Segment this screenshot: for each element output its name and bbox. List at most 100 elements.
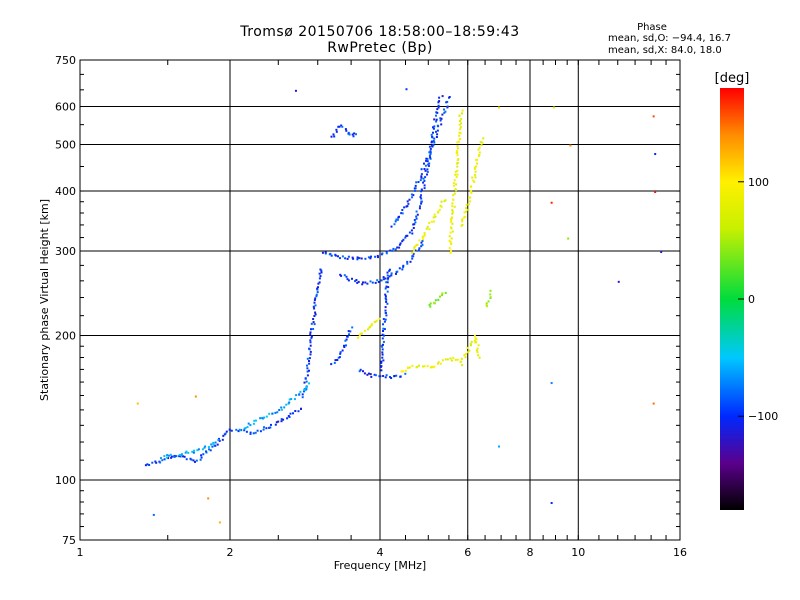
echo-point [436,124,439,127]
echo-point [418,239,421,242]
echo-point [489,296,492,299]
echo-point [391,249,394,252]
echo-point [358,334,361,337]
echo-point [385,250,388,253]
echo-point [166,454,169,457]
echo-point [183,455,186,458]
echo-point [218,439,221,442]
isolated-echo-point [497,106,500,109]
echo-point [175,455,178,458]
echo-point [465,210,468,213]
echo-point [287,402,290,405]
x-axis-label: Frequency [MHz] [334,559,426,572]
echo-point [485,302,488,305]
echo-point [205,450,207,453]
echo-point [452,198,455,201]
isolated-echo-point [207,497,210,500]
echo-point [339,351,342,354]
echo-point [163,455,166,457]
isolated-echo-point [652,402,655,405]
echo-point [476,351,479,354]
echo-point [344,257,347,260]
echo-point [439,295,441,298]
echo-point [441,292,444,295]
echo-point [474,176,477,179]
echo-point [444,110,447,113]
echo-point [360,257,363,260]
echo-point [380,361,383,364]
echo-point [370,375,373,378]
echo-point [288,416,291,418]
echo-point [362,281,364,284]
y-axis-label: Stationary phase Virtual Height [km] [38,199,51,401]
echo-point [441,113,444,116]
isolated-echo-point [194,395,197,398]
echo-point [437,298,440,301]
echo-point [151,461,154,464]
echo-point [329,252,332,255]
echo-point [385,281,388,284]
echo-point [384,306,387,309]
echo-point [450,249,452,252]
echo-point [404,369,407,372]
echo-point [482,137,485,140]
echo-point [224,432,227,435]
echo-point [249,433,252,435]
echo-point [306,357,309,360]
echo-point [309,333,312,336]
echo-point [425,159,428,162]
echo-point [290,398,293,400]
echo-point [423,162,425,165]
isolated-echo-point [660,251,663,254]
echo-point [247,422,250,425]
echo-point [438,208,441,211]
isolated-echo-point [294,89,297,92]
echo-point [470,192,473,194]
echo-point [197,448,200,451]
echo-point [355,133,357,136]
echo-point [259,430,262,433]
echo-point [403,206,406,209]
echo-point [440,205,443,208]
echo-point [406,205,409,208]
echo-point [303,388,306,391]
echo-point [434,299,437,302]
echo-point [416,365,419,368]
echo-point [276,411,279,414]
colorbar-tick-label: −100 [748,410,778,423]
echo-point [476,347,479,350]
echo-point [426,365,429,368]
echo-point [341,125,344,128]
echo-point [314,313,317,316]
echo-point [421,243,424,246]
echo-point [265,415,268,418]
echo-point [465,207,467,210]
echo-point [319,268,322,271]
echo-point [263,416,266,419]
chart-title: Tromsø 20150706 18:58:00–18:59:43 [240,24,520,40]
echo-point [203,446,206,449]
echo-point [222,434,225,437]
echo-point [345,129,348,132]
echo-point [346,278,349,281]
echo-point [439,119,442,122]
echo-point [423,168,426,170]
echo-point [170,455,173,458]
echo-point [306,370,309,373]
echo-point [469,344,472,347]
echo-point [415,210,418,213]
echo-point [167,457,170,460]
echo-point [422,181,425,184]
echo-point [420,241,423,244]
echo-point [204,445,207,448]
isolated-echo-point [405,88,408,91]
echo-point [351,326,354,329]
echo-point [454,188,457,191]
echo-point [256,429,259,432]
echo-point [429,305,432,308]
echo-point [420,190,423,193]
echo-point [317,286,319,289]
echo-point [370,324,373,327]
isolated-echo-point [497,445,500,448]
